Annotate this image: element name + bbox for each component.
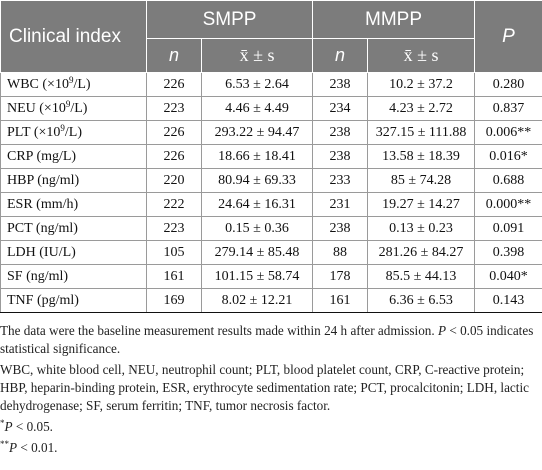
p-value: 0.006** (474, 120, 542, 145)
mmpp-mean-sd: 6.36 ± 6.53 (367, 288, 476, 313)
mmpp-mean-sd: 19.27 ± 14.27 (367, 192, 476, 217)
p-value: 0.040* (474, 264, 542, 289)
smpp-n: 226 (146, 144, 202, 169)
row-label: NEU (×109/L) (0, 96, 147, 121)
smpp-mean-sd: 80.94 ± 69.33 (200, 168, 314, 193)
smpp-n: 169 (146, 288, 202, 313)
smpp-mean-sd: 24.64 ± 16.31 (200, 192, 314, 217)
header-clinical-index: Clinical index (0, 0, 147, 73)
table-row: WBC (×109/L) 226 6.53 ± 2.64 238 10.2 ± … (0, 72, 542, 97)
footnote-abbreviations: WBC, white blood cell, NEU, neutrophil c… (0, 362, 529, 413)
row-label: ESR (mm/h) (0, 192, 147, 217)
row-label: SF (ng/ml) (0, 264, 147, 289)
row-label: CRP (mg/L) (0, 144, 147, 169)
row-label: PCT (ng/ml) (0, 216, 147, 241)
header-p-value: P (474, 0, 542, 73)
smpp-n: 220 (146, 168, 202, 193)
header-n-smpp: n (146, 38, 202, 73)
footnote-significance-005: *P < 0.05. (0, 418, 53, 435)
mmpp-n: 238 (312, 144, 369, 169)
p-value: 0.091 (474, 216, 542, 241)
mmpp-mean-sd: 85 ± 74.28 (367, 168, 476, 193)
smpp-n: 161 (146, 264, 202, 289)
row-label: HBP (ng/ml) (0, 168, 147, 193)
mmpp-n: 234 (312, 96, 369, 121)
smpp-mean-sd: 4.46 ± 4.49 (200, 96, 314, 121)
table-row: PLT (×109/L) 226 293.22 ± 94.47 238 327.… (0, 120, 542, 145)
table-row: SF (ng/ml) 161 101.15 ± 58.74 178 85.5 ±… (0, 264, 542, 289)
mmpp-n: 178 (312, 264, 369, 289)
row-label: LDH (IU/L) (0, 240, 147, 265)
table-row: TNF (pg/ml) 169 8.02 ± 12.21 161 6.36 ± … (0, 288, 542, 313)
table-footnotes: The data were the baseline measurement r… (0, 322, 538, 460)
smpp-n: 223 (146, 216, 202, 241)
smpp-n: 222 (146, 192, 202, 217)
table-row: CRP (mg/L) 226 18.66 ± 18.41 238 13.58 ±… (0, 144, 542, 169)
mmpp-n: 231 (312, 192, 369, 217)
header-smpp: SMPP (145, 0, 314, 39)
row-label: PLT (×109/L) (0, 120, 147, 145)
row-label: WBC (×109/L) (0, 72, 147, 97)
p-value: 0.398 (474, 240, 542, 265)
mmpp-mean-sd: 10.2 ± 37.2 (367, 72, 476, 97)
p-value: 0.688 (474, 168, 542, 193)
row-label: TNF (pg/ml) (0, 288, 147, 313)
mmpp-n: 238 (312, 216, 369, 241)
smpp-mean-sd: 8.02 ± 12.21 (200, 288, 314, 313)
table-row: NEU (×109/L) 223 4.46 ± 4.49 234 4.23 ± … (0, 96, 542, 121)
smpp-mean-sd: 279.14 ± 85.48 (200, 240, 314, 265)
p-value: 0.143 (474, 288, 542, 313)
p-value: 0.280 (474, 72, 542, 97)
smpp-mean-sd: 6.53 ± 2.64 (200, 72, 314, 97)
table-row: LDH (IU/L) 105 279.14 ± 85.48 88 281.26 … (0, 240, 542, 265)
mmpp-mean-sd: 0.13 ± 0.23 (367, 216, 476, 241)
table-row: HBP (ng/ml) 220 80.94 ± 69.33 233 85 ± 7… (0, 168, 542, 193)
mmpp-mean-sd: 85.5 ± 44.13 (367, 264, 476, 289)
mmpp-n: 238 (312, 72, 369, 97)
mmpp-mean-sd: 327.15 ± 111.88 (367, 120, 476, 145)
smpp-mean-sd: 0.15 ± 0.36 (200, 216, 314, 241)
header-n-mmpp: n (312, 38, 369, 73)
smpp-mean-sd: 101.15 ± 58.74 (200, 264, 314, 289)
smpp-n: 223 (146, 96, 202, 121)
clinical-index-table: Clinical index SMPP MMPP P n x̄ ± s n x̄… (0, 0, 542, 313)
mmpp-n: 161 (312, 288, 369, 313)
footnote-significance-001: **P < 0.01. (0, 439, 58, 456)
table-header: Clinical index SMPP MMPP P n x̄ ± s n x̄… (0, 0, 542, 73)
smpp-n: 226 (146, 72, 202, 97)
mmpp-mean-sd: 4.23 ± 2.72 (367, 96, 476, 121)
mmpp-n: 233 (312, 168, 369, 193)
smpp-mean-sd: 18.66 ± 18.41 (200, 144, 314, 169)
header-mmpp: MMPP (312, 0, 476, 39)
mmpp-mean-sd: 13.58 ± 18.39 (367, 144, 476, 169)
smpp-mean-sd: 293.22 ± 94.47 (200, 120, 314, 145)
smpp-n: 226 (146, 120, 202, 145)
mmpp-n: 238 (312, 120, 369, 145)
table-body: WBC (×109/L) 226 6.53 ± 2.64 238 10.2 ± … (0, 72, 542, 313)
p-value: 0.837 (474, 96, 542, 121)
table-row: PCT (ng/ml) 223 0.15 ± 0.36 238 0.13 ± 0… (0, 216, 542, 241)
p-value: 0.016* (474, 144, 542, 169)
header-mean-sd-mmpp: x̄ ± s (367, 38, 476, 73)
table-row: ESR (mm/h) 222 24.64 ± 16.31 231 19.27 ±… (0, 192, 542, 217)
smpp-n: 105 (146, 240, 202, 265)
p-value: 0.000** (474, 192, 542, 217)
mmpp-mean-sd: 281.26 ± 84.27 (367, 240, 476, 265)
footnote-baseline: The data were the baseline measurement r… (0, 323, 534, 356)
mmpp-n: 88 (312, 240, 369, 265)
header-mean-sd-smpp: x̄ ± s (200, 38, 314, 73)
